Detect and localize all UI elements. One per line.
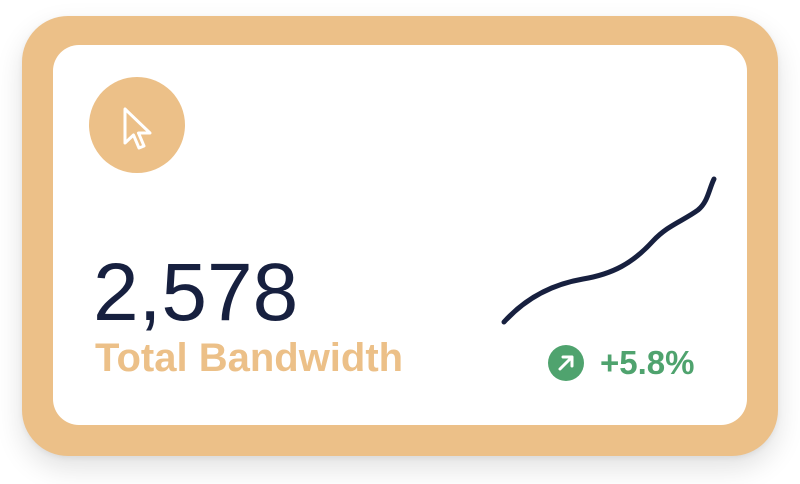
metric-label: Total Bandwidth	[95, 336, 404, 380]
stat-card: 2,578 Total Bandwidth +5.8%	[22, 16, 778, 456]
arrow-up-right-icon	[548, 345, 584, 381]
stat-card-body: 2,578 Total Bandwidth +5.8%	[53, 45, 747, 425]
metric-value: 2,578	[93, 247, 299, 338]
change-value: +5.8%	[600, 344, 695, 381]
cursor-icon	[89, 77, 185, 173]
trend-sparkline	[501, 176, 717, 325]
trend-line	[501, 176, 717, 325]
change-indicator: +5.8%	[548, 343, 695, 383]
